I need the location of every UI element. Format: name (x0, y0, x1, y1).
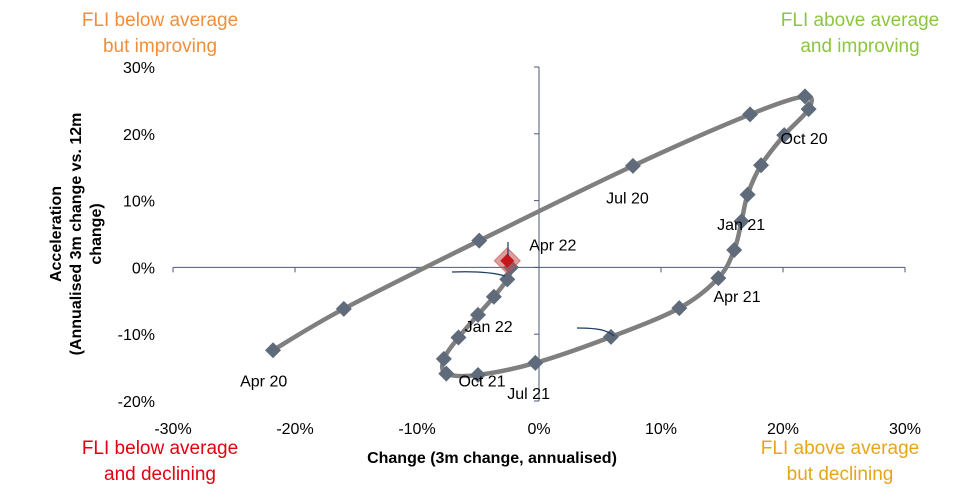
data-point (527, 354, 544, 371)
point-label: Apr 21 (713, 289, 760, 306)
point-label: Apr 22 (529, 238, 576, 255)
series-line (270, 94, 814, 379)
data-point (733, 213, 750, 230)
data-point (726, 242, 743, 259)
x-tick-label: 10% (645, 421, 677, 438)
x-tick-label: -10% (398, 421, 435, 438)
quadrant-top-right-line-1: FLI above average (780, 10, 940, 31)
data-point (335, 300, 352, 317)
x-tick-label: 30% (889, 421, 921, 438)
data-point (624, 157, 641, 174)
leader-line (576, 327, 615, 337)
point-label: Jan 21 (717, 217, 765, 234)
point-label: Jul 20 (606, 190, 649, 207)
y-axis-title-line: change) (88, 203, 105, 264)
data-point (742, 106, 759, 123)
data-point (450, 329, 467, 346)
data-point (435, 350, 452, 367)
data-point (796, 88, 813, 105)
data-point (602, 328, 619, 345)
y-tick-label: -20% (118, 394, 155, 411)
x-tick-label: -20% (276, 421, 313, 438)
quadrant-label-bottom-left: FLI below average and declining (45, 436, 275, 488)
quadrant-bottom-left-line-2: and declining (104, 464, 216, 485)
leader-line (451, 271, 506, 277)
data-point (485, 288, 502, 305)
y-axis-title-line: (Annualised 3m change vs. 12m (68, 113, 85, 356)
y-tick-label: 20% (123, 127, 155, 144)
data-point (800, 101, 817, 118)
data-point (710, 270, 727, 287)
data-point (753, 157, 770, 174)
y-tick-label: 0% (132, 260, 155, 277)
quadrant-bottom-left-line-1: FLI below average (81, 438, 239, 459)
point-label: Oct 20 (781, 131, 828, 148)
quadrant-bottom-right-line-1: FLI above average (760, 438, 920, 459)
quadrant-label-top-right: FLI above average and improving (745, 8, 975, 60)
data-point (739, 186, 756, 203)
y-tick-label: 30% (123, 60, 155, 77)
point-label: Apr 20 (240, 373, 287, 390)
data-point (470, 366, 486, 383)
data-point (776, 127, 793, 144)
quadrant-label-top-left: FLI below average but improving (45, 8, 275, 60)
y-tick-label: 10% (123, 194, 155, 211)
data-point (438, 365, 455, 382)
x-tick-label: 0% (527, 421, 550, 438)
quadrant-bottom-right-line-2: but declining (786, 464, 894, 485)
y-axis-title-line: Acceleration (48, 186, 65, 282)
point-label: Jan 22 (465, 319, 513, 336)
y-tick-label: -10% (118, 327, 155, 344)
point-label: Oct 21 (458, 373, 505, 390)
data-point (471, 232, 488, 249)
quadrant-label-bottom-right: FLI above average but declining (725, 436, 955, 488)
quadrant-top-right-line-2: and improving (800, 36, 920, 57)
data-point (265, 342, 282, 359)
x-tick-label: 20% (767, 421, 799, 438)
quadrant-top-left-line-1: FLI below average (81, 10, 239, 31)
data-point (671, 300, 688, 317)
quadrant-top-left-line-2: but improving (102, 36, 218, 57)
x-axis-title: Change (3m change, annualised) (367, 450, 617, 467)
data-point-highlight (500, 253, 515, 268)
data-point (470, 306, 486, 323)
y-axis-title: Acceleration (Annualised 3m change vs. 12… (48, 113, 105, 356)
x-tick-label: -30% (154, 421, 191, 438)
point-label: Jul 21 (507, 386, 550, 403)
